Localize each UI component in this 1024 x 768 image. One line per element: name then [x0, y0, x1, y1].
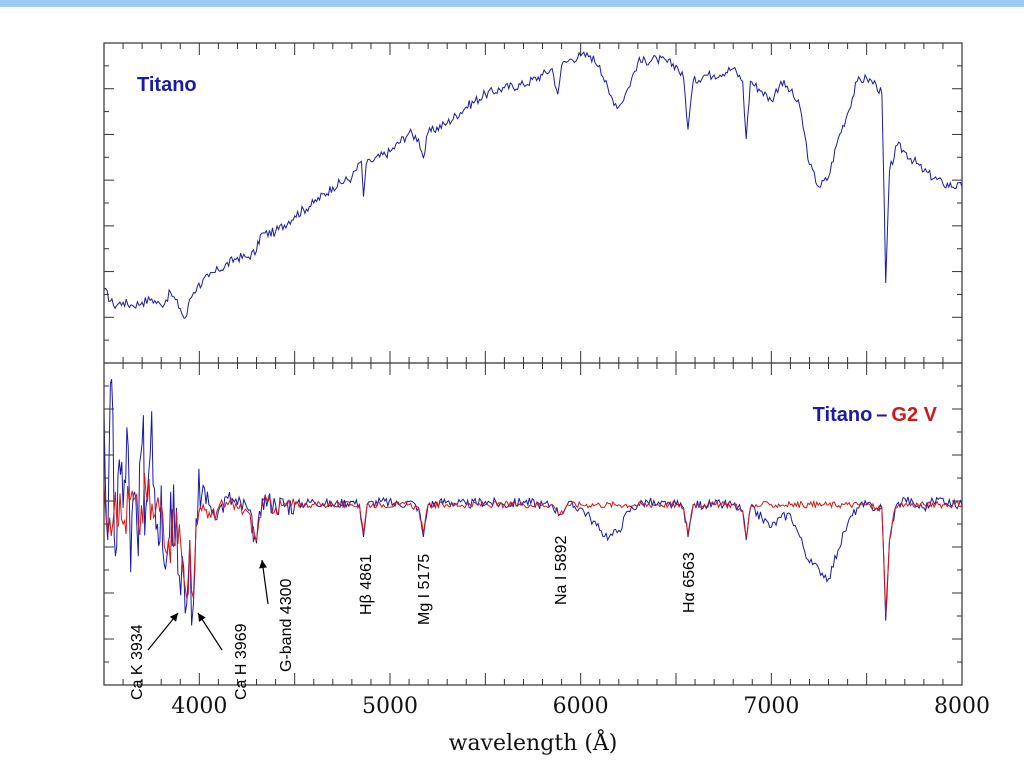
annotation-arrow-head: [169, 613, 178, 622]
x-tick-label: 4000: [171, 694, 227, 719]
series-line-titano: [104, 51, 962, 319]
bottom-label-dash: –: [876, 404, 887, 426]
annotation-label: Hα 6563: [681, 552, 698, 613]
annotation-label: Hβ 4861: [358, 554, 375, 615]
x-tick-label: 5000: [362, 694, 418, 719]
header-band: [0, 0, 1024, 7]
ratio-spectrum-panel: [104, 378, 962, 626]
annotation-label: Ca K 3934: [129, 624, 146, 700]
x-tick-labels: 4000 5000 6000 7000 8000: [171, 694, 990, 719]
annotation-label: Ca H 3969: [233, 623, 250, 700]
line-annotations: Ca K 3934 Ca H 3969 G-band 4300 Hβ 4861 Mg I…: [129, 536, 698, 700]
titan-spectrum-panel: [104, 51, 962, 319]
plot-frame: [103, 42, 963, 686]
series-line-g2v: [104, 472, 962, 615]
axes-frame: [103, 42, 963, 686]
x-tick-label: 7000: [743, 694, 799, 719]
x-axis-label: wavelength (Å): [449, 728, 618, 756]
bottom-label-titano: Titano: [813, 404, 873, 426]
series-line-titano-bottom: [104, 378, 962, 626]
x-tick-label: 6000: [553, 694, 609, 719]
annotation-arrow-head: [198, 613, 206, 622]
bottom-panel-label: Titano – G2 V: [813, 404, 938, 426]
top-panel-label: Titano: [137, 74, 197, 96]
annotation-label: Na I 5892: [553, 536, 570, 605]
annotation-arrow-head: [259, 560, 268, 569]
annotation-label: G-band 4300: [278, 578, 295, 672]
annotation-label: Mg I 5175: [416, 554, 433, 625]
x-tick-label: 8000: [934, 694, 990, 719]
bottom-label-g2v: G2 V: [891, 404, 937, 426]
